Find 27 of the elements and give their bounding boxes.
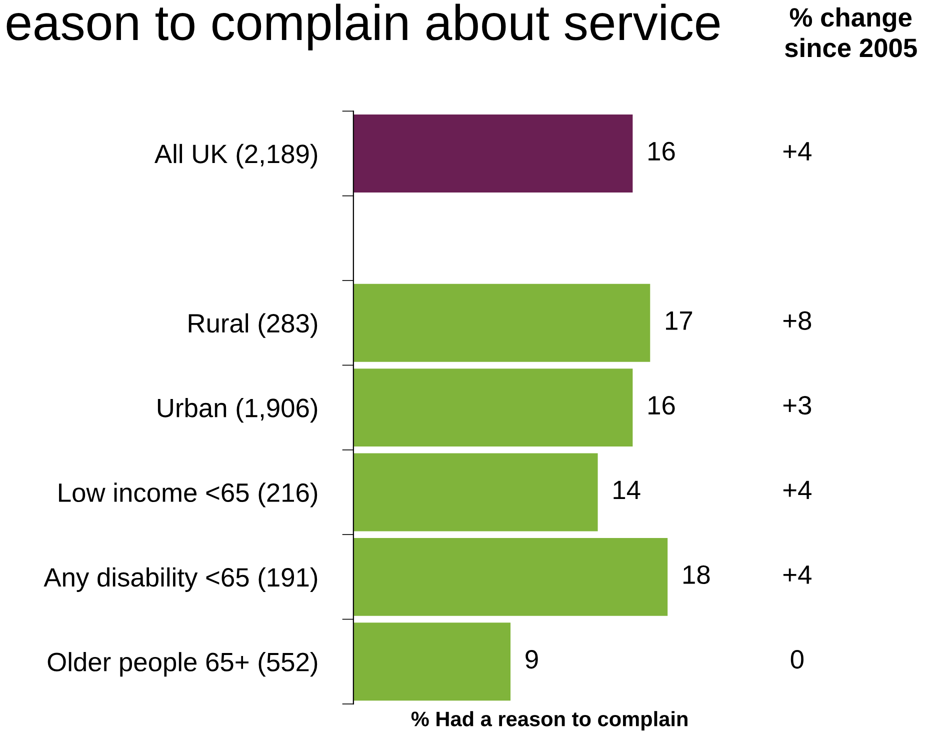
bar bbox=[353, 114, 633, 192]
data-label: 17 bbox=[666, 312, 692, 330]
bar bbox=[353, 453, 598, 532]
chart-title: eason to complain about service bbox=[6, 4, 720, 50]
bar bbox=[353, 368, 633, 447]
y-tick-label: Rural (283) bbox=[188, 313, 318, 338]
bar bbox=[353, 284, 650, 362]
text: +3 bbox=[783, 396, 812, 415]
data-label: 16 bbox=[648, 396, 675, 415]
text: +4 bbox=[783, 480, 812, 500]
text: 0 bbox=[790, 650, 804, 669]
data-label: 18 bbox=[683, 565, 710, 584]
text: +4 bbox=[783, 142, 812, 160]
y-tick-label: Low income <65 (216) bbox=[59, 482, 318, 508]
text: % change since 2005 bbox=[785, 7, 917, 58]
y-tick-label: All UK (2,189) bbox=[154, 144, 318, 169]
data-label: 9 bbox=[526, 650, 538, 669]
y-tick-label: Urban (1,906) bbox=[158, 398, 318, 423]
data-label: 16 bbox=[648, 142, 675, 161]
text: +8 bbox=[783, 311, 812, 330]
data-label: 14 bbox=[614, 480, 640, 500]
bar bbox=[353, 538, 668, 616]
bar bbox=[353, 622, 511, 701]
y-tick-label: Older people 65+ (552) bbox=[48, 652, 318, 677]
y-tick-label: Any disability <65 (191) bbox=[44, 567, 318, 592]
x-axis-title: % Had a reason to complain bbox=[411, 711, 688, 730]
text: +4 bbox=[783, 566, 812, 584]
